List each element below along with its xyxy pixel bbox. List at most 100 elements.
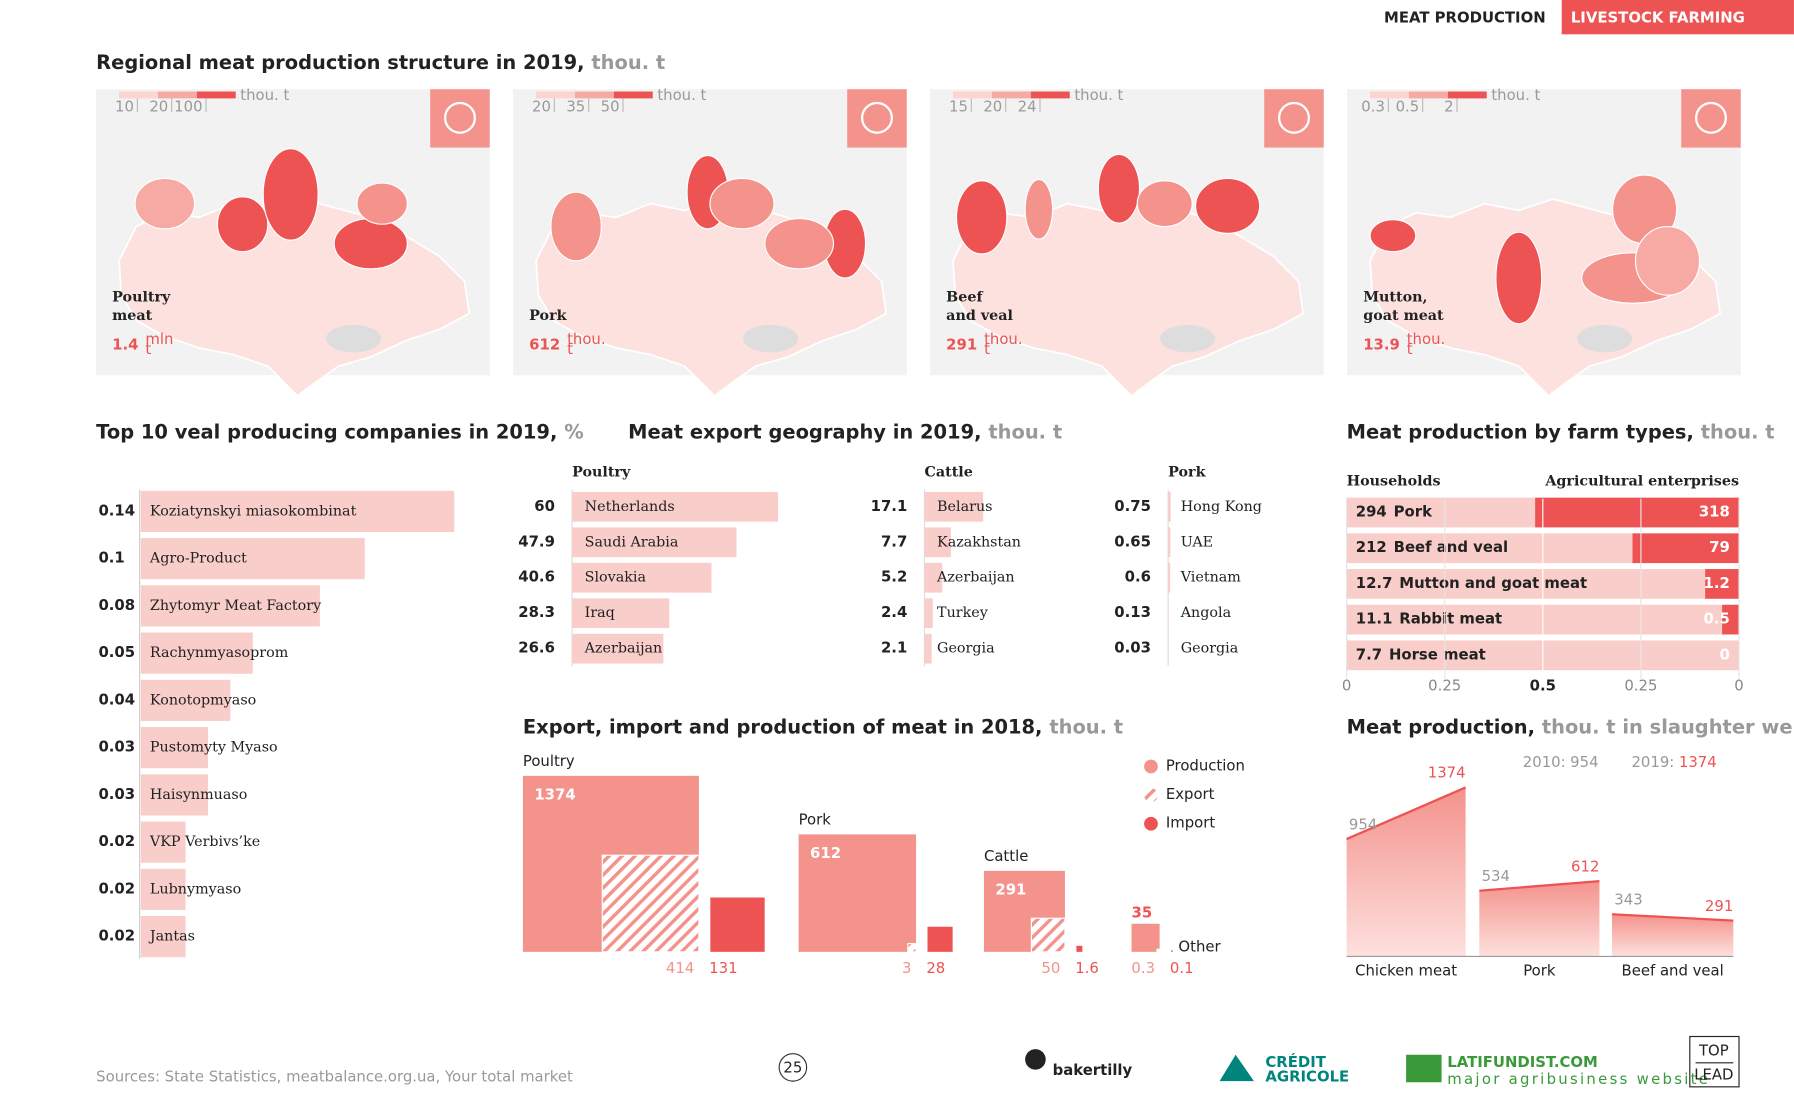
map-unit: mln: [145, 330, 173, 348]
value-label: 0.03: [98, 785, 135, 803]
map-region: [955, 180, 1008, 255]
category-label: Angola: [1180, 605, 1232, 621]
value-label: 17.1: [871, 497, 908, 515]
legend-tick-label: 20: [149, 98, 168, 116]
legend-swatch: [613, 91, 653, 99]
logo-tagline: major agribusiness website: [1447, 1070, 1710, 1088]
legend-tick-label: 50: [601, 98, 620, 116]
production-label: 35: [1132, 903, 1153, 921]
category-label: Konotopmyaso: [150, 692, 256, 708]
bar: [924, 598, 933, 629]
map-name: meat: [112, 308, 152, 324]
category-label: Saudi Arabia: [585, 534, 679, 550]
legend-swatch: [536, 91, 575, 99]
legend-unit: thou. t: [1491, 86, 1540, 104]
section-title: Regional meat production structure in 20…: [96, 50, 665, 73]
value-label: 0.13: [1114, 603, 1151, 621]
map-outline: [1369, 198, 1722, 397]
import-square: [1171, 950, 1173, 952]
header-tag: LIVESTOCK FARMING: [1571, 8, 1745, 26]
area: [1346, 787, 1466, 957]
value-label: 294: [1356, 503, 1387, 521]
bar: [572, 527, 737, 558]
bar: [140, 774, 208, 816]
section-title: Top 10 veal producing companies in 2019,…: [96, 420, 584, 443]
legend-tick-label: 100: [174, 98, 202, 116]
legend-tick-label: 0.3: [1361, 98, 1385, 116]
value-2019: 291: [1705, 897, 1733, 915]
category-label: Azerbaijan: [584, 641, 663, 657]
category-label: Vietnam: [1180, 570, 1242, 586]
export-square: [1030, 917, 1066, 953]
bar: [140, 490, 455, 532]
value-label: 0.75: [1114, 497, 1151, 515]
header-tag-bg: [1561, 0, 1794, 35]
section-title: Meat production, thou. t in slaughter wei…: [1347, 715, 1794, 738]
value-label: 0.02: [98, 879, 135, 897]
map-region: [262, 148, 319, 241]
value-label: 0.6: [1125, 568, 1151, 586]
area: [1479, 881, 1600, 957]
category-label: Other: [1178, 937, 1221, 955]
crimea: [1577, 324, 1633, 353]
category-label: Turkey: [937, 605, 989, 621]
sources: Sources: State Statistics, meatbalance.o…: [96, 1068, 573, 1086]
value-label: 0.02: [98, 832, 135, 850]
bar: [924, 633, 932, 664]
import-label: 1.6: [1075, 959, 1099, 977]
map-value: 1.4: [112, 336, 138, 354]
value-label: 26.6: [518, 639, 555, 657]
category-label: Georgia: [937, 641, 995, 657]
area-line: [1479, 880, 1600, 892]
map-outline: [952, 198, 1305, 397]
title-text: Meat export geography in 2019,: [628, 420, 981, 443]
legend-swatch: [157, 91, 197, 99]
legend-tick-label: 0.5: [1396, 98, 1420, 116]
legend-swatch: [574, 91, 614, 99]
map-region: [764, 217, 835, 270]
value-2010: 343: [1614, 891, 1642, 909]
bar: [572, 598, 670, 629]
import-square: [1076, 945, 1083, 952]
group-header: Poultry: [572, 464, 631, 480]
legend-tick-label: 24: [1018, 98, 1037, 116]
bar: [140, 868, 186, 910]
import-label: 0.1: [1170, 959, 1194, 977]
icon: [860, 101, 893, 134]
legend-tick-label: 20: [983, 98, 1002, 116]
map-region: [550, 191, 602, 262]
category-label: Iraq: [585, 605, 615, 621]
value-label: 0: [1720, 645, 1730, 663]
bar: [1168, 562, 1171, 593]
bar: [924, 562, 943, 593]
production-label: 1374: [534, 785, 575, 803]
map-name: and veal: [946, 308, 1013, 324]
map-region: [216, 196, 269, 253]
value-label: 0.03: [98, 738, 135, 756]
map-unit: t: [567, 340, 573, 358]
legend-tick-label: 10: [115, 98, 134, 116]
legend-marker: [1144, 816, 1158, 831]
value-label: 318: [1699, 503, 1730, 521]
category-label: Hong Kong: [1181, 499, 1262, 515]
value-2010: 954: [1349, 815, 1377, 833]
x-tick-label: 0: [1342, 676, 1351, 694]
toplead-box: [1689, 1035, 1740, 1088]
bar: [140, 821, 186, 863]
icon-box: [847, 89, 907, 148]
title-text: Top 10 veal producing companies in 2019,: [96, 420, 557, 443]
map-value: 612: [529, 336, 560, 354]
value-label: 7.7: [1356, 645, 1382, 663]
bar-enterprises: [1632, 533, 1740, 564]
map-unit: t: [1407, 340, 1413, 358]
bar: [140, 538, 365, 580]
legend-tick-label: 2: [1444, 98, 1453, 116]
bar: [140, 916, 186, 958]
icon: [443, 101, 476, 134]
bar-households: [1346, 497, 1536, 528]
value-label: 12.7: [1356, 574, 1393, 592]
category-label: UAE: [1181, 534, 1213, 550]
page-circle: [778, 1053, 808, 1082]
bar: [1168, 491, 1171, 522]
bar: [924, 491, 984, 522]
